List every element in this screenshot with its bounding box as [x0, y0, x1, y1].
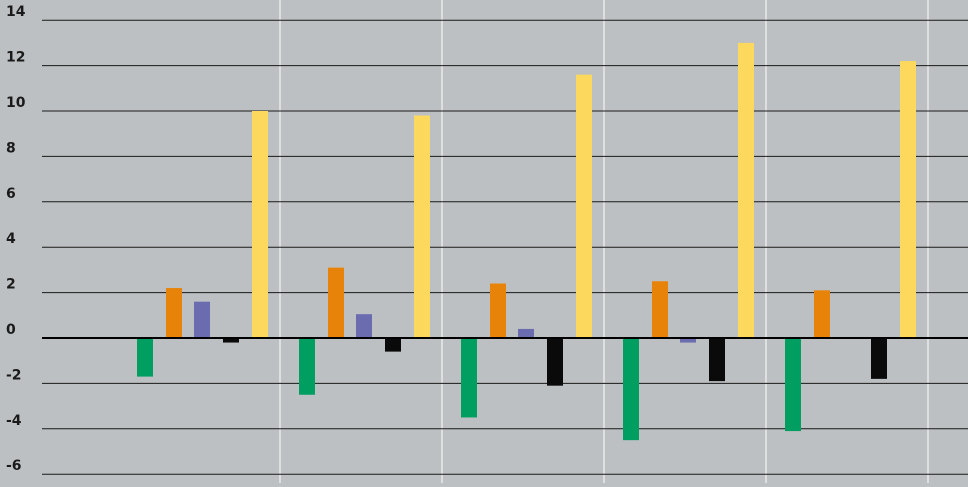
y-tick-label: 12 — [6, 50, 25, 66]
bar-series-0-group-4 — [785, 338, 801, 432]
vertical-gridlines — [279, 0, 929, 483]
y-tick-label: 10 — [6, 95, 26, 111]
y-tick-label: 8 — [6, 140, 16, 156]
y-tick-label: -2 — [6, 367, 22, 383]
bar-series-3-group-0 — [223, 338, 239, 343]
y-tick-label: 6 — [6, 186, 16, 202]
bar-series-3-group-4 — [871, 338, 887, 379]
bar-series-1-group-0 — [166, 288, 182, 338]
y-tick-label: 2 — [6, 277, 16, 293]
bar-series-0-group-2 — [461, 338, 477, 418]
bars — [137, 42, 916, 441]
y-tick-label: -4 — [6, 413, 22, 429]
y-tick-label: -6 — [6, 458, 22, 474]
bar-series-4-group-2 — [576, 74, 592, 339]
bar-series-2-group-1 — [356, 314, 372, 338]
bar-series-3-group-2 — [547, 338, 563, 386]
y-tick-label: 4 — [6, 231, 16, 247]
bar-series-0-group-3 — [623, 338, 639, 441]
horizontal-gridlines — [42, 19, 968, 475]
bar-series-2-group-3 — [680, 338, 696, 343]
bar-series-4-group-3 — [738, 42, 754, 339]
bar-series-1-group-1 — [328, 267, 344, 338]
bar-series-4-group-0 — [252, 111, 268, 338]
bar-series-3-group-3 — [709, 338, 725, 382]
y-tick-label: 0 — [6, 322, 16, 338]
bar-series-3-group-1 — [385, 338, 401, 352]
y-tick-label: 14 — [6, 4, 26, 20]
bar-series-4-group-1 — [414, 115, 430, 338]
bar-series-2-group-2 — [518, 328, 534, 338]
bar-series-1-group-2 — [490, 283, 506, 338]
bar-series-4-group-4 — [900, 61, 916, 339]
y-axis-tick-labels: 14 12 10 8 6 4 2 0 -2 -4 -6 — [6, 4, 26, 474]
bar-series-2-group-0 — [194, 301, 210, 338]
bar-series-0-group-1 — [299, 338, 315, 395]
bar-series-0-group-0 — [137, 338, 153, 377]
bar-series-1-group-3 — [652, 281, 668, 338]
bar-series-1-group-4 — [814, 290, 830, 338]
